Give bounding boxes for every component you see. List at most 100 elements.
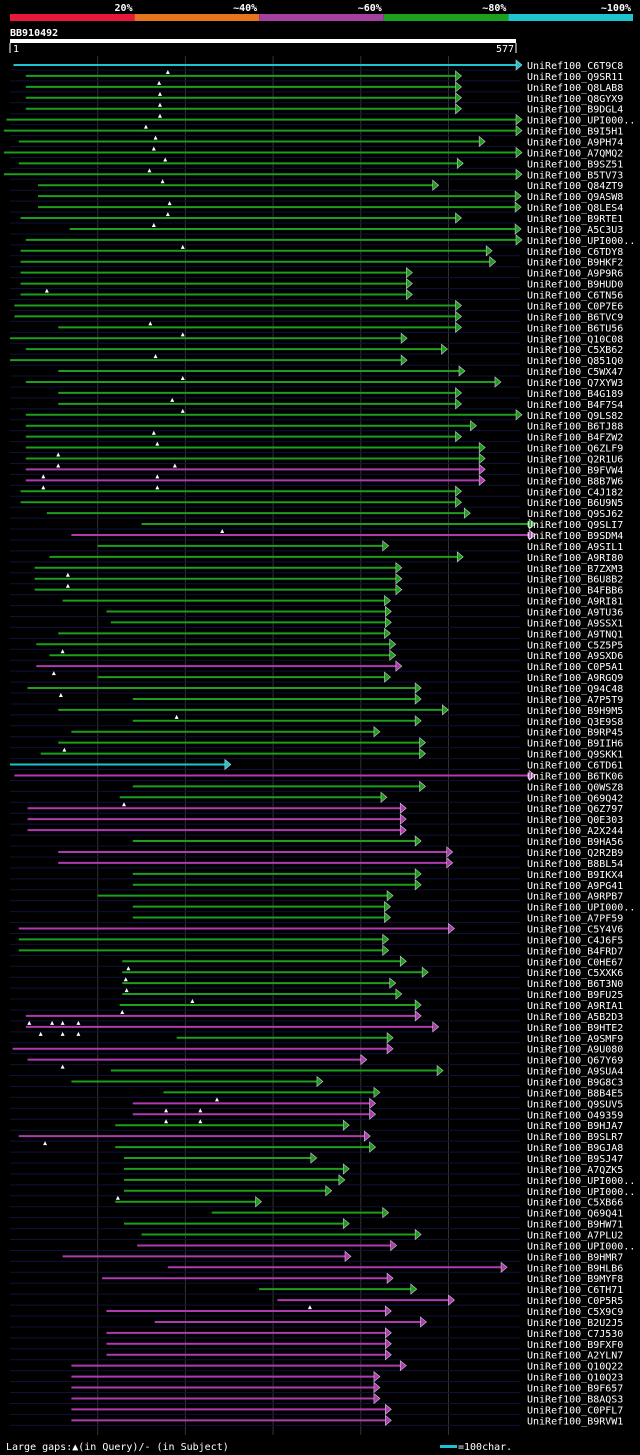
hit-row[interactable]: UniRef100_Q9SR11 (10, 70, 623, 85)
hit-row[interactable]: UniRef100_Q0E303 (10, 813, 623, 826)
hit-row[interactable]: UniRef100_C5Z5P5 (10, 638, 623, 654)
hit-label[interactable]: UniRef100_B9HJA7 (527, 1121, 623, 1132)
hit-label[interactable]: UniRef100_B9GJA8 (527, 1143, 623, 1154)
hit-label[interactable]: UniRef100_A9TNQ1 (527, 629, 623, 640)
hit-label[interactable]: UniRef100_A5B2D3 (527, 1012, 623, 1023)
hit-label[interactable]: UniRef100_A9SIL1 (527, 542, 623, 553)
hit-row[interactable]: UniRef100_A5C3U3 (10, 223, 623, 236)
hit-row[interactable]: UniRef100_C0PFL7 (10, 1403, 623, 1416)
hit-row[interactable]: UniRef100_B6U9N5 (10, 496, 623, 509)
hit-label[interactable]: UniRef100_B8BL54 (527, 859, 623, 870)
hit-label[interactable]: UniRef100_B9HW71 (527, 1220, 623, 1231)
hit-row[interactable]: UniRef100_A9U080 (10, 1043, 623, 1056)
hit-row[interactable]: UniRef100_Q0WSZ8 (10, 780, 623, 793)
hit-label[interactable]: UniRef100_UPI000.. (527, 1241, 635, 1252)
hit-row[interactable]: UniRef100_Q9SJ62 (10, 507, 623, 520)
hit-label[interactable]: UniRef100_A7QZK5 (527, 1165, 623, 1176)
hit-label[interactable]: UniRef100_A9U080 (527, 1045, 623, 1056)
hit-label[interactable]: UniRef100_A9RGQ9 (527, 673, 623, 684)
hit-row[interactable]: UniRef100_B9FXF0 (10, 1338, 623, 1351)
hit-label[interactable]: UniRef100_A7PF59 (527, 914, 623, 925)
hit-label[interactable]: UniRef100_B9H9M5 (527, 706, 623, 717)
hit-label[interactable]: UniRef100_B9HUD0 (527, 280, 623, 291)
hit-label[interactable]: UniRef100_C5XXK6 (527, 968, 623, 979)
hit-label[interactable]: UniRef100_Q94C48 (527, 684, 623, 695)
hit-label[interactable]: UniRef100_Q9SR11 (527, 72, 623, 83)
hit-row[interactable]: UniRef100_UPI000.. (6, 114, 635, 129)
hit-row[interactable]: UniRef100_C5Y4V6 (10, 922, 623, 935)
hit-row[interactable]: UniRef100_A7QMQ2 (3, 146, 623, 162)
hit-row[interactable]: UniRef100_A2YLN7 (10, 1349, 623, 1362)
hit-label[interactable]: UniRef100_C4J182 (527, 487, 623, 498)
hit-row[interactable]: UniRef100_UPI000.. (10, 1239, 635, 1252)
hit-row[interactable]: UniRef100_UPI000.. (10, 234, 635, 249)
hit-row[interactable]: UniRef100_Q9SLI7 (10, 518, 623, 534)
hit-row[interactable]: UniRef100_Q8GYX9 (10, 92, 623, 107)
hit-label[interactable]: UniRef100_C5XB62 (527, 345, 623, 356)
hit-row[interactable]: UniRef100_Q94C48 (10, 682, 623, 698)
hit-row[interactable]: UniRef100_B9FVW4 (10, 463, 623, 479)
hit-row[interactable]: UniRef100_B4F7S4 (10, 398, 623, 413)
hit-row[interactable]: UniRef100_A9SMF9 (10, 1032, 623, 1045)
hit-label[interactable]: UniRef100_Q0WSZ8 (527, 782, 623, 793)
hit-row[interactable]: UniRef100_UPI000.. (10, 1174, 635, 1187)
hit-row[interactable]: UniRef100_C7J530 (10, 1327, 623, 1340)
hit-label[interactable]: UniRef100_B6T3N0 (527, 979, 623, 990)
hit-row[interactable]: UniRef100_C0P7E6 (10, 299, 623, 312)
hit-row[interactable]: UniRef100_B9IIH6 (10, 737, 623, 752)
hit-row[interactable]: UniRef100_B7ZXM3 (10, 562, 623, 577)
hit-row[interactable]: UniRef100_Q69Q41 (10, 1207, 623, 1220)
hit-row[interactable]: UniRef100_A9RI81 (10, 594, 623, 608)
hit-row[interactable]: UniRef100_B9SZ51 (10, 157, 623, 173)
hit-row[interactable]: UniRef100_A7P5T9 (10, 693, 623, 706)
hit-label[interactable]: UniRef100_B9I5H1 (527, 127, 623, 138)
hit-row[interactable]: UniRef100_B9SLR7 (10, 1130, 623, 1146)
hit-label[interactable]: UniRef100_B6TU56 (527, 323, 623, 334)
hit-row[interactable]: UniRef100_B9FU25 (10, 988, 623, 1004)
hit-label[interactable]: UniRef100_C0PFL7 (527, 1405, 623, 1416)
hit-row[interactable]: UniRef100_B6TVC9 (10, 310, 623, 326)
hit-row[interactable]: UniRef100_UPI000.. (10, 900, 635, 914)
hit-row[interactable]: UniRef100_C0P5R5 (10, 1294, 623, 1310)
hit-label[interactable]: UniRef100_B9FXF0 (527, 1340, 623, 1351)
hit-label[interactable]: UniRef100_Q8LAB8 (527, 83, 623, 94)
hit-label[interactable]: UniRef100_C6TD61 (527, 761, 623, 772)
hit-label[interactable]: UniRef100_Q2R1U6 (527, 454, 623, 465)
hit-row[interactable]: UniRef100_A9SIL1 (10, 540, 623, 553)
hit-row[interactable]: UniRef100_C5XB62 (10, 343, 623, 359)
hit-row[interactable]: UniRef100_B9MYF8 (10, 1272, 623, 1285)
hit-label[interactable]: UniRef100_UPI000.. (527, 1176, 635, 1187)
hit-label[interactable]: UniRef100_B9MYF8 (527, 1274, 623, 1285)
hit-label[interactable]: UniRef100_Q9SKK1 (527, 750, 623, 761)
hit-row[interactable]: UniRef100_UPI000.. (10, 1185, 635, 1200)
hit-row[interactable]: UniRef100_C6TN56 (10, 288, 623, 302)
hit-row[interactable]: UniRef100_C4J182 (10, 485, 623, 498)
hit-row[interactable]: UniRef100_Q7XYW3 (10, 376, 623, 389)
hit-label[interactable]: UniRef100_A2X244 (527, 826, 623, 837)
hit-row[interactable]: UniRef100_B9RVW1 (10, 1414, 623, 1427)
hit-label[interactable]: UniRef100_A9P9R6 (527, 269, 623, 280)
hit-label[interactable]: UniRef100_UPI000.. (527, 116, 635, 127)
hit-label[interactable]: UniRef100_B2U2J5 (527, 1318, 623, 1329)
hit-label[interactable]: UniRef100_Q9ASW8 (527, 192, 623, 203)
hit-label[interactable]: UniRef100_B9SLR7 (527, 1132, 623, 1143)
hit-label[interactable]: UniRef100_C7J530 (527, 1329, 623, 1340)
hit-row[interactable]: UniRef100_A9RIA1 (10, 999, 623, 1014)
hit-label[interactable]: UniRef100_A9PG41 (527, 881, 623, 892)
hit-label[interactable]: UniRef100_A9RI81 (527, 597, 623, 608)
hit-label[interactable]: UniRef100_B4F7S4 (527, 400, 623, 411)
hit-label[interactable]: UniRef100_B4G189 (527, 389, 623, 400)
hit-row[interactable]: UniRef100_Q3E9S8 (10, 715, 623, 728)
hit-label[interactable]: UniRef100_B4FZW2 (527, 433, 623, 444)
hit-row[interactable]: UniRef100_B6U8B2 (10, 573, 623, 588)
hit-row[interactable]: UniRef100_Q9SKK1 (10, 747, 623, 761)
hit-label[interactable]: UniRef100_B6TVC9 (527, 312, 623, 323)
hit-row[interactable]: UniRef100_A2X244 (10, 824, 623, 837)
hit-label[interactable]: UniRef100_B6TJ88 (527, 422, 623, 433)
hit-row[interactable]: UniRef100_A9PG41 (10, 879, 623, 892)
hit-label[interactable]: UniRef100_B9HA56 (527, 837, 623, 848)
hit-row[interactable]: UniRef100_A9P9R6 (10, 267, 623, 280)
hit-label[interactable]: UniRef100_Q84ZT9 (527, 181, 623, 192)
hit-label[interactable]: UniRef100_B9RTE1 (527, 214, 623, 225)
hit-row[interactable]: UniRef100_Q84ZT9 (10, 179, 623, 192)
